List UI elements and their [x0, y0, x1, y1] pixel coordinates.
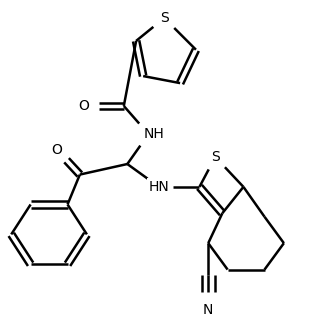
- Text: O: O: [78, 99, 89, 113]
- Text: O: O: [52, 143, 62, 157]
- Text: HN: HN: [149, 180, 169, 194]
- Text: N: N: [203, 303, 213, 317]
- Text: S: S: [211, 150, 220, 164]
- Text: NH: NH: [143, 127, 164, 141]
- Text: S: S: [160, 11, 169, 25]
